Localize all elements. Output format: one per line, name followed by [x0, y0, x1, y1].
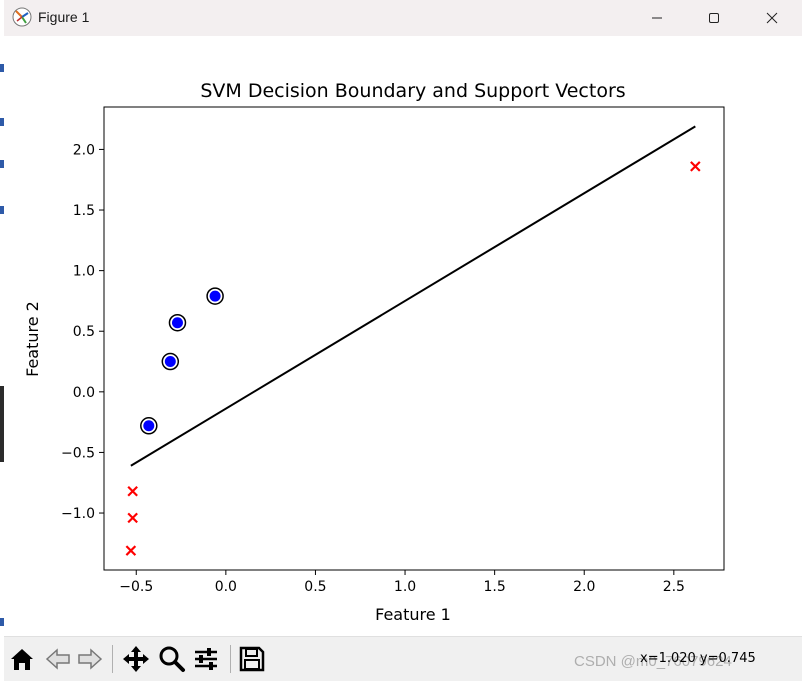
x-tick-label: −0.5	[119, 579, 153, 595]
x-tick-label: 2.5	[663, 579, 685, 595]
y-axis-ticks: −1.0 −0.5 0.0 0.5 1.0 1.5 2.0	[61, 142, 104, 522]
pan-icon	[123, 646, 149, 672]
decision-boundary-line	[130, 125, 696, 467]
desktop-background	[0, 0, 4, 680]
save-icon	[239, 646, 265, 672]
x-tick-label: 1.5	[484, 579, 506, 595]
maximize-icon	[709, 13, 719, 23]
zoom-icon	[159, 646, 185, 672]
y-tick-label: −1.0	[61, 506, 95, 522]
support-vector-ring	[168, 313, 187, 332]
zoom-button[interactable]	[156, 643, 188, 675]
decision-boundary-group	[130, 125, 696, 467]
minimize-icon	[652, 17, 662, 19]
back-arrow-icon	[45, 648, 70, 670]
data-point-x	[125, 545, 137, 556]
matplotlib-icon	[12, 7, 32, 27]
close-icon	[766, 12, 778, 24]
chart-title: SVM Decision Boundary and Support Vector…	[200, 80, 625, 102]
y-tick-label: −0.5	[61, 445, 95, 461]
data-point-circle	[164, 356, 176, 368]
scatter-chart: SVM Decision Boundary and Support Vector…	[23, 80, 725, 624]
data-points	[125, 161, 701, 556]
figure-canvas[interactable]: SVM Decision Boundary and Support Vector…	[4, 36, 802, 636]
y-tick-label: 2.0	[73, 142, 95, 158]
home-button[interactable]	[6, 643, 38, 675]
y-tick-label: 1.5	[73, 203, 95, 219]
cursor-coordinates: x=1.020 y=0.745	[640, 651, 756, 666]
title-bar[interactable]: Figure 1	[4, 0, 802, 37]
y-tick-label: 0.5	[73, 324, 95, 340]
data-point-x	[127, 512, 138, 524]
configure-subplots-icon	[195, 648, 217, 670]
data-point-circle	[143, 420, 155, 432]
x-tick-label: 1.0	[394, 579, 416, 595]
home-icon	[11, 649, 33, 670]
close-button[interactable]	[743, 0, 801, 36]
plot-area	[103, 106, 725, 571]
data-point-circle	[171, 317, 183, 329]
x-axis-ticks: −0.5 0.0 0.5 1.0 1.5 2.0 2.5	[119, 570, 685, 595]
watermark: CSDN @m0_76079624	[574, 653, 732, 670]
pan-button[interactable]	[120, 643, 152, 675]
window-title: Figure 1	[38, 9, 90, 25]
x-tick-label: 0.0	[215, 579, 237, 595]
save-button[interactable]	[236, 643, 268, 675]
y-tick-label: 1.0	[73, 264, 95, 280]
support-vector-ring	[140, 417, 158, 435]
configure-subplots-button[interactable]	[190, 643, 222, 675]
toolbar-separator	[230, 645, 231, 673]
y-axis-label: Feature 2	[23, 301, 42, 377]
x-tick-label: 0.5	[304, 579, 326, 595]
minimize-button[interactable]	[628, 0, 686, 36]
x-tick-label: 2.0	[573, 579, 595, 595]
data-point-x	[690, 161, 701, 172]
x-axis-label: Feature 1	[375, 605, 451, 624]
toolbar-separator	[112, 645, 113, 673]
forward-arrow-icon	[78, 648, 103, 670]
maximize-button[interactable]	[685, 0, 743, 36]
support-vector-ring	[206, 287, 224, 305]
back-button[interactable]	[42, 643, 74, 675]
y-tick-label: 0.0	[73, 385, 95, 401]
navigation-toolbar: CSDN @m0_76079624 x=1.020 y=0.745	[4, 636, 802, 681]
data-point-x	[127, 485, 138, 497]
figure-window: Figure 1 SVM Decision Boundary and Suppo…	[4, 0, 802, 681]
forward-button[interactable]	[74, 643, 106, 675]
data-point-circle	[209, 290, 221, 302]
support-vector-ring	[161, 352, 180, 371]
